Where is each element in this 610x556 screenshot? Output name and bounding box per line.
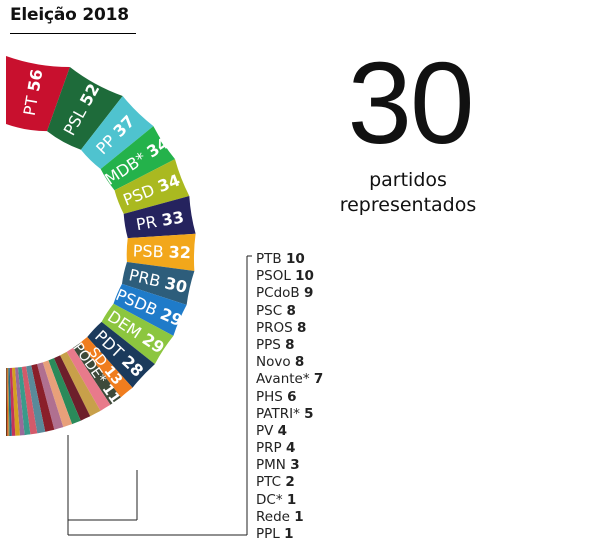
slice-mdb <box>100 126 175 191</box>
legend-item-phs: PHS 6 <box>256 389 323 406</box>
slice-rede <box>6 367 9 436</box>
slice-prp <box>11 367 20 436</box>
slice-psb <box>126 233 196 271</box>
legend-seats: 8 <box>294 354 305 371</box>
slice-pdt <box>87 321 155 388</box>
legend-party: Rede <box>256 508 295 525</box>
slice-pt <box>6 56 70 132</box>
slice-label-psb: PSB 32 <box>133 241 192 262</box>
legend-party: Novo <box>256 354 295 371</box>
legend-party: PRP <box>256 440 286 457</box>
headline-line1: partidos <box>369 169 447 191</box>
legend-item-pv: PV 4 <box>256 423 323 440</box>
headline-line2: representados <box>339 194 477 216</box>
slice-label-pr: PR 33 <box>135 207 186 234</box>
slice-ptc <box>8 367 12 436</box>
legend-seats: 8 <box>297 319 307 336</box>
legend-item-ptc: PTC 2 <box>256 474 323 491</box>
legend-item-pcdob: PCdoB 9 <box>256 285 323 302</box>
header-title: Eleição 2018 <box>10 5 129 25</box>
legend-party: PCdoB <box>256 285 304 302</box>
legend-seats: 10 <box>285 251 305 267</box>
slice-prb <box>121 262 195 305</box>
legend-party: PV <box>256 422 278 439</box>
slice-pros <box>42 360 73 428</box>
slice-dc <box>7 367 10 436</box>
legend-seats: 1 <box>286 491 297 508</box>
slice-label-pt: PT 56 <box>19 68 46 117</box>
headline-number: 30 <box>347 38 474 168</box>
legend-seats: 9 <box>303 285 314 302</box>
legend-party: DC* <box>256 491 287 508</box>
legend-seats: 8 <box>285 336 295 353</box>
legend-item-pmn: PMN 3 <box>256 457 323 474</box>
legend-seats: 1 <box>294 508 304 525</box>
legend-item-prp: PRP 4 <box>256 440 323 457</box>
legend-seats: 8 <box>286 302 296 319</box>
legend-party: PROS <box>256 319 298 336</box>
legend-seats: 7 <box>313 371 324 388</box>
slice-pv <box>14 367 25 436</box>
legend-item-psol: PSOL 10 <box>256 268 323 285</box>
header: Eleição 2018 <box>10 5 136 34</box>
legend-party: PSOL <box>256 268 296 285</box>
headline-subtitle: partidos representados <box>318 168 498 218</box>
legend-party: PHS <box>256 388 288 405</box>
legend-item-patri: PATRI* 5 <box>256 406 323 423</box>
slice-ppl <box>6 367 8 436</box>
legend-item-ptb: PTB 10 <box>256 251 323 268</box>
legend-party: PPL <box>256 526 285 542</box>
slice-pr <box>123 195 196 239</box>
legend-party: PTC <box>256 474 286 491</box>
slice-pmn <box>9 367 16 436</box>
legend-seats: 2 <box>285 474 295 491</box>
slice-patri <box>17 366 31 436</box>
slice-psc <box>48 358 81 425</box>
slice-psdb <box>113 283 187 336</box>
legend-seats: 4 <box>285 440 296 457</box>
slice-sd <box>79 337 133 398</box>
slice-novo <box>31 363 55 432</box>
slice-ptb <box>66 347 111 411</box>
slice-avante <box>26 365 46 434</box>
slice-pps <box>37 362 64 430</box>
legend-seats: 1 <box>284 526 294 542</box>
legend-item-psc: PSC 8 <box>256 303 323 320</box>
legend-seats: 5 <box>304 405 314 422</box>
slice-label-prb: PRB 30 <box>127 265 189 297</box>
legend-seats: 4 <box>277 422 288 439</box>
slice-psol <box>60 351 101 417</box>
legend-party: PTB <box>256 251 286 267</box>
legend-item-pps: PPS 8 <box>256 337 323 354</box>
slice-pode <box>73 343 121 405</box>
small-parties-legend: PTB 10 PSOL 10 PCdoB 9 PSC 8 PROS 8 PPS 8 Novo… <box>256 251 323 543</box>
legend-item-ppl: PPL 1 <box>256 526 323 543</box>
legend-party: PATRI* <box>256 405 305 422</box>
legend-party: PPS <box>256 336 286 353</box>
slice-phs <box>21 366 38 435</box>
legend-seats: 3 <box>290 457 300 474</box>
legend-party: PSC <box>256 302 287 319</box>
slice-psl <box>47 67 123 150</box>
legend-item-rede: Rede 1 <box>256 509 323 526</box>
slice-dem <box>101 303 174 365</box>
legend-item-dc: DC* 1 <box>256 492 323 509</box>
slice-pcdob <box>53 355 91 421</box>
slice-pp <box>80 96 154 170</box>
legend-party: Avante* <box>256 371 314 388</box>
legend-item-avante: Avante* 7 <box>256 371 323 388</box>
legend-seats: 10 <box>295 268 314 285</box>
legend-item-novo: Novo 8 <box>256 354 323 371</box>
legend-item-pros: PROS 8 <box>256 320 323 337</box>
legend-seats: 6 <box>287 388 297 405</box>
legend-party: PMN <box>256 457 291 474</box>
slice-psd <box>114 159 190 214</box>
